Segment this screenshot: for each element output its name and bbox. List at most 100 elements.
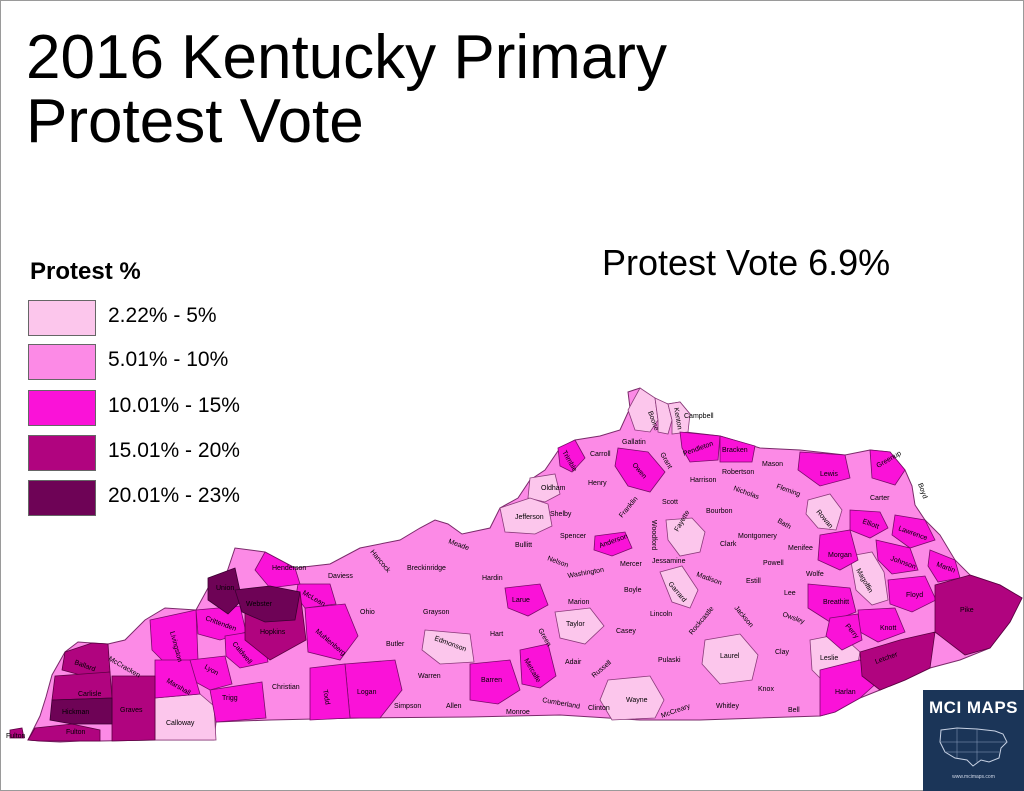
county-label: Fulton	[66, 729, 86, 736]
county-wayne	[599, 675, 665, 721]
county-label: Harlan	[835, 689, 856, 696]
county-label: Carlisle	[78, 691, 101, 698]
county-label: Mercer	[620, 561, 642, 568]
county-label: Woodford	[650, 520, 657, 550]
statewide-protest-vote: Protest Vote 6.9%	[602, 242, 891, 283]
county-garrard	[659, 565, 699, 609]
county-magoffin	[849, 551, 889, 606]
county-label: Knox	[758, 686, 774, 693]
mci-maps-logo: MCI MAPS www.mcimaps.com	[923, 690, 1024, 791]
county-label: Breathitt	[823, 599, 849, 606]
county-label: Campbell	[684, 413, 714, 420]
county-larue	[504, 583, 549, 617]
county-label: Bracken	[722, 447, 748, 454]
county-edmonson	[421, 629, 475, 665]
county-owen	[614, 447, 666, 493]
county-hickman	[49, 697, 113, 725]
county-webster	[234, 585, 301, 623]
legend-label: 2.22% - 5%	[108, 304, 217, 327]
county-martin	[927, 549, 961, 583]
county-label: Webster	[246, 601, 273, 608]
county-morgan	[817, 529, 859, 571]
county-label: Hardin	[482, 575, 503, 582]
county-label: Montgomery	[738, 533, 777, 540]
county-label: Clay	[775, 649, 790, 656]
legend-swatch	[28, 435, 96, 471]
county-label: Fulton	[6, 733, 26, 740]
county-label: Powell	[763, 560, 784, 567]
county-elliott	[849, 509, 889, 539]
county-label: Henderson	[272, 565, 306, 572]
legend-item: 10.01% - 15%	[28, 390, 328, 426]
county-label: Laurel	[720, 653, 740, 660]
county-floyd	[887, 575, 937, 613]
county-bracken	[719, 435, 756, 463]
logo-url: www.mcimaps.com	[952, 774, 995, 780]
county-label: Leslie	[820, 655, 838, 662]
county-laurel	[701, 633, 759, 685]
county-label: Wayne	[626, 697, 648, 704]
county-fulton-exclave	[9, 727, 25, 739]
legend-item: 2.22% - 5%	[28, 300, 328, 336]
county-label: Carroll	[590, 451, 611, 458]
county-label: Bourbon	[706, 508, 733, 515]
county-label: Shelby	[550, 511, 572, 518]
map-title: 2016 Kentucky Primary Protest Vote	[26, 26, 667, 154]
title-line-1: 2016 Kentucky Primary	[26, 23, 667, 92]
county-ballard	[61, 642, 111, 677]
county-label: Boyd	[916, 482, 928, 499]
county-calloway	[154, 693, 217, 741]
county-label: Pulaski	[658, 657, 681, 664]
county-label: Marion	[568, 599, 590, 606]
us-map-icon	[939, 727, 1008, 767]
county-label: Daviess	[328, 573, 353, 580]
county-union	[207, 567, 243, 615]
county-label: Oldham	[541, 485, 566, 492]
tier-1-counties	[154, 387, 889, 741]
county-label: Scott	[662, 499, 678, 506]
county-label: Graves	[120, 707, 143, 714]
county-label: Henry	[588, 480, 607, 487]
county-label: Monroe	[506, 709, 530, 716]
county-label: Simpson	[394, 703, 421, 710]
county-label: Christian	[272, 684, 300, 691]
county-pendleton	[679, 431, 721, 463]
county-label: Trigg	[222, 695, 238, 702]
kentucky-county-map: Boone Kenton Campbell Gallatin Pendleton…	[6, 387, 1023, 743]
legend-label: 20.01% - 23%	[108, 484, 240, 507]
county-johnson	[875, 539, 919, 575]
county-label: Bullitt	[515, 542, 532, 549]
county-label: Bell	[788, 707, 800, 714]
legend-swatch	[28, 390, 96, 426]
county-label: Hart	[490, 631, 503, 638]
county-label: Wolfe	[806, 571, 824, 578]
county-label: Kenton	[672, 407, 683, 430]
county-label: Jefferson	[515, 514, 544, 521]
legend-item: 5.01% - 10%	[28, 344, 328, 380]
county-label: Clinton	[588, 705, 610, 712]
county-label: Grayson	[423, 609, 450, 616]
county-label: Mason	[762, 461, 783, 468]
legend-label: 10.01% - 15%	[108, 394, 240, 417]
county-label: Casey	[616, 628, 636, 635]
county-label: Hickman	[62, 709, 89, 716]
county-label: Harrison	[690, 477, 717, 484]
county-greenup	[869, 449, 906, 486]
county-label: Menifee	[788, 545, 813, 552]
county-todd	[309, 663, 351, 721]
county-trigg	[209, 681, 267, 723]
county-label: Morgan	[828, 552, 852, 559]
county-label: Logan	[357, 689, 377, 696]
county-label: Lewis	[820, 471, 838, 478]
county-label: Hopkins	[260, 629, 286, 636]
county-label: Pike	[960, 607, 974, 614]
county-taylor	[554, 607, 605, 645]
county-lawrence	[891, 514, 936, 549]
legend-swatch	[28, 344, 96, 380]
county-label: Gallatin	[622, 439, 646, 446]
county-label: Ohio	[360, 609, 375, 616]
county-label: Clark	[720, 541, 737, 548]
county-label: Knott	[880, 625, 896, 632]
county-label: Adair	[565, 659, 582, 666]
tier-5-counties	[49, 567, 301, 725]
